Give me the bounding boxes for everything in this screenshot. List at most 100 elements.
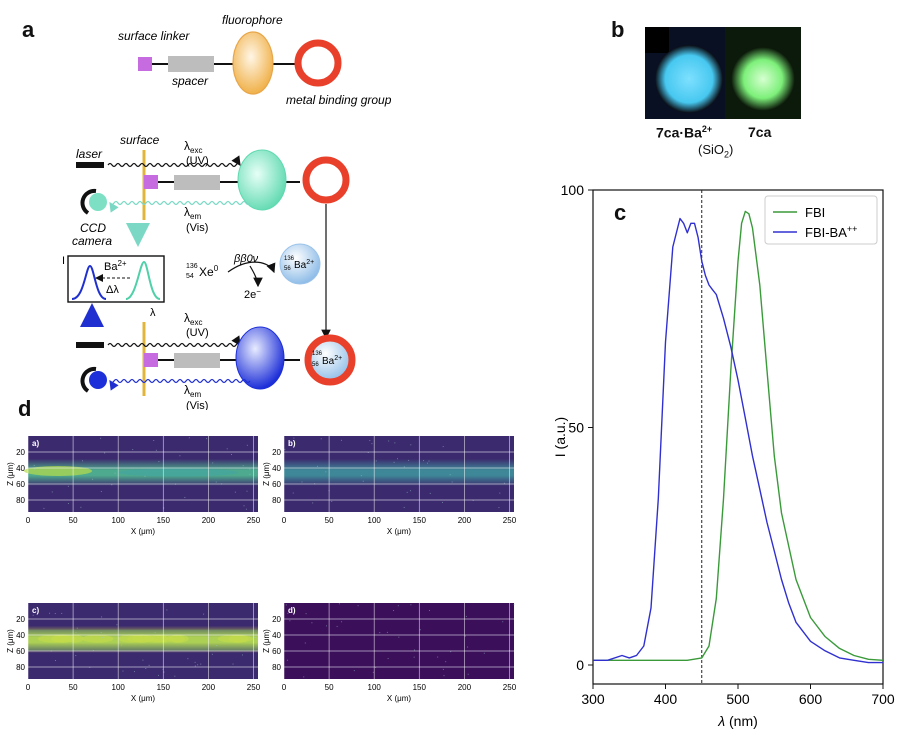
heatmap-x-tick: 0 — [282, 683, 287, 692]
inset-box — [67, 255, 165, 303]
uv-label-top: (UV) — [186, 155, 209, 167]
chart-legend: FBI FBI-BA++ — [764, 195, 878, 245]
svg-text:136: 136 — [312, 351, 323, 357]
svg-text:λem: λem — [184, 383, 201, 399]
y-axis-label: I (a.u.) — [552, 417, 568, 457]
heatmap-image — [284, 436, 514, 512]
ring-bound — [304, 334, 356, 386]
surface-label: surface linker — [118, 29, 190, 43]
xe-label: Xe0 — [199, 264, 219, 279]
heatmap-label: c) — [32, 606, 39, 615]
panel-letter-a: a — [22, 17, 35, 42]
heatmap-2: 0 50 100 150 200 250 20 40 60 80 c) X (μm) Z (μm) — [6, 603, 261, 703]
heatmap-x-tick: 0 — [26, 683, 31, 692]
svg-text:Ba2+: Ba2+ — [322, 355, 342, 367]
heatmap-y-tick: 40 — [272, 631, 281, 640]
series-line-0 — [593, 210, 884, 661]
heatmap-3: 0 50 100 150 200 250 20 40 60 80 d) X (μm) Z (μm) — [262, 603, 517, 703]
heatmap-x-tick: 150 — [157, 683, 171, 692]
heatmap-x-tick: 100 — [112, 683, 126, 692]
glow-blue — [655, 45, 723, 113]
svg-text:Ba2+: Ba2+ — [294, 259, 314, 271]
x-tick-label: 600 — [799, 691, 823, 707]
heatmap-x-tick: 150 — [413, 683, 427, 692]
ba-ion — [279, 243, 321, 285]
heatmap-label: b) — [288, 439, 296, 448]
heatmap-x-tick: 250 — [503, 683, 517, 692]
inset-dl: Δλ — [106, 284, 119, 296]
glow-green — [731, 47, 795, 111]
electrons-label: 2e− — [244, 287, 261, 301]
heatmap-x-tick: 0 — [282, 516, 287, 525]
heatmap-y-label: Z (μm) — [6, 462, 15, 486]
heatmap-y-tick: 20 — [272, 615, 281, 624]
heatmap-x-tick: 0 — [26, 516, 31, 525]
fluorophore-teal — [237, 149, 287, 211]
panel-letter-b: b — [611, 17, 625, 42]
exc-lambda-top: λexc — [184, 139, 202, 155]
heatmap-y-tick: 80 — [16, 496, 25, 505]
heatmap-y-tick: 60 — [272, 480, 281, 489]
heatmap-x-tick: 250 — [503, 516, 517, 525]
heatmap-x-tick: 100 — [112, 516, 126, 525]
heatmap-x-label: X (μm) — [131, 527, 155, 536]
ring-top — [302, 156, 350, 204]
heatmap-y-tick: 80 — [272, 496, 281, 505]
photo-label-left: 7ca·Ba2+ — [656, 124, 713, 141]
y-tick-label: 100 — [561, 182, 585, 198]
x-tick-label: 400 — [654, 691, 678, 707]
inset-ba: Ba2+ — [104, 259, 127, 273]
y-tick-label: 0 — [576, 657, 584, 673]
heatmap-y-tick: 40 — [272, 464, 281, 473]
ccd-label: CCD — [80, 221, 106, 235]
heatmap-x-tick: 100 — [368, 683, 382, 692]
heatmap-x-tick: 50 — [325, 516, 334, 525]
laser-label: laser — [76, 147, 103, 161]
svg-text:136: 136 — [284, 256, 295, 262]
ccd-teal — [89, 193, 107, 211]
panel-letter-c: c — [614, 200, 627, 225]
heatmap-y-label: Z (μm) — [262, 462, 271, 486]
heatmap-x-tick: 50 — [325, 683, 334, 692]
svg-text:(UV): (UV) — [186, 327, 209, 339]
heatmap-y-tick: 60 — [16, 480, 25, 489]
heatmap-y-tick: 40 — [16, 464, 25, 473]
fluorophore-label: fluorophore — [222, 13, 283, 27]
heatmap-x-tick: 200 — [202, 516, 216, 525]
heatmap-y-tick: 80 — [272, 663, 281, 672]
heatmap-x-tick: 200 — [458, 516, 472, 525]
metal-binding-label: metal binding group — [286, 93, 392, 107]
inset-lambda: λ — [150, 307, 156, 319]
heatmap-y-tick: 60 — [272, 647, 281, 656]
heatmap-x-tick: 250 — [247, 683, 261, 692]
surface-title: surface — [120, 133, 160, 147]
heatmap-x-tick: 250 — [247, 516, 261, 525]
legend-entry: FBI-BA++ — [805, 224, 857, 240]
svg-text:54: 54 — [186, 273, 194, 280]
heatmap-x-label: X (μm) — [131, 694, 155, 703]
heatmap-x-tick: 200 — [202, 683, 216, 692]
svg-text:136: 136 — [186, 263, 198, 270]
heatmap-y-tick: 60 — [16, 647, 25, 656]
heatmap-y-tick: 40 — [16, 631, 25, 640]
heatmap-x-label: X (μm) — [387, 694, 411, 703]
excitation-wave-top — [107, 155, 241, 168]
fluorophore-blue — [235, 326, 285, 390]
metal-binding-ring — [294, 39, 342, 87]
x-tick-label: 700 — [871, 691, 895, 707]
heatmap-image — [284, 603, 514, 679]
inset-I: I — [62, 255, 65, 267]
em-lambda-top: λem — [184, 205, 201, 221]
heatmap-1: 0 50 100 150 200 250 20 40 60 80 b) X (μm) Z (μm) — [262, 436, 517, 536]
emission-wave-top — [109, 200, 251, 213]
legend-entry: FBI — [805, 205, 825, 220]
laser-bar-top — [76, 162, 104, 168]
fluorophore-ellipse — [232, 31, 274, 95]
panel-letter-d: d — [18, 396, 32, 421]
svg-text:(Vis): (Vis) — [186, 400, 208, 410]
heatmap-y-tick: 80 — [16, 663, 25, 672]
svg-text:56: 56 — [284, 266, 291, 272]
x-axis-label: λ (nm) — [717, 713, 758, 729]
x-tick-label: 300 — [581, 691, 605, 707]
